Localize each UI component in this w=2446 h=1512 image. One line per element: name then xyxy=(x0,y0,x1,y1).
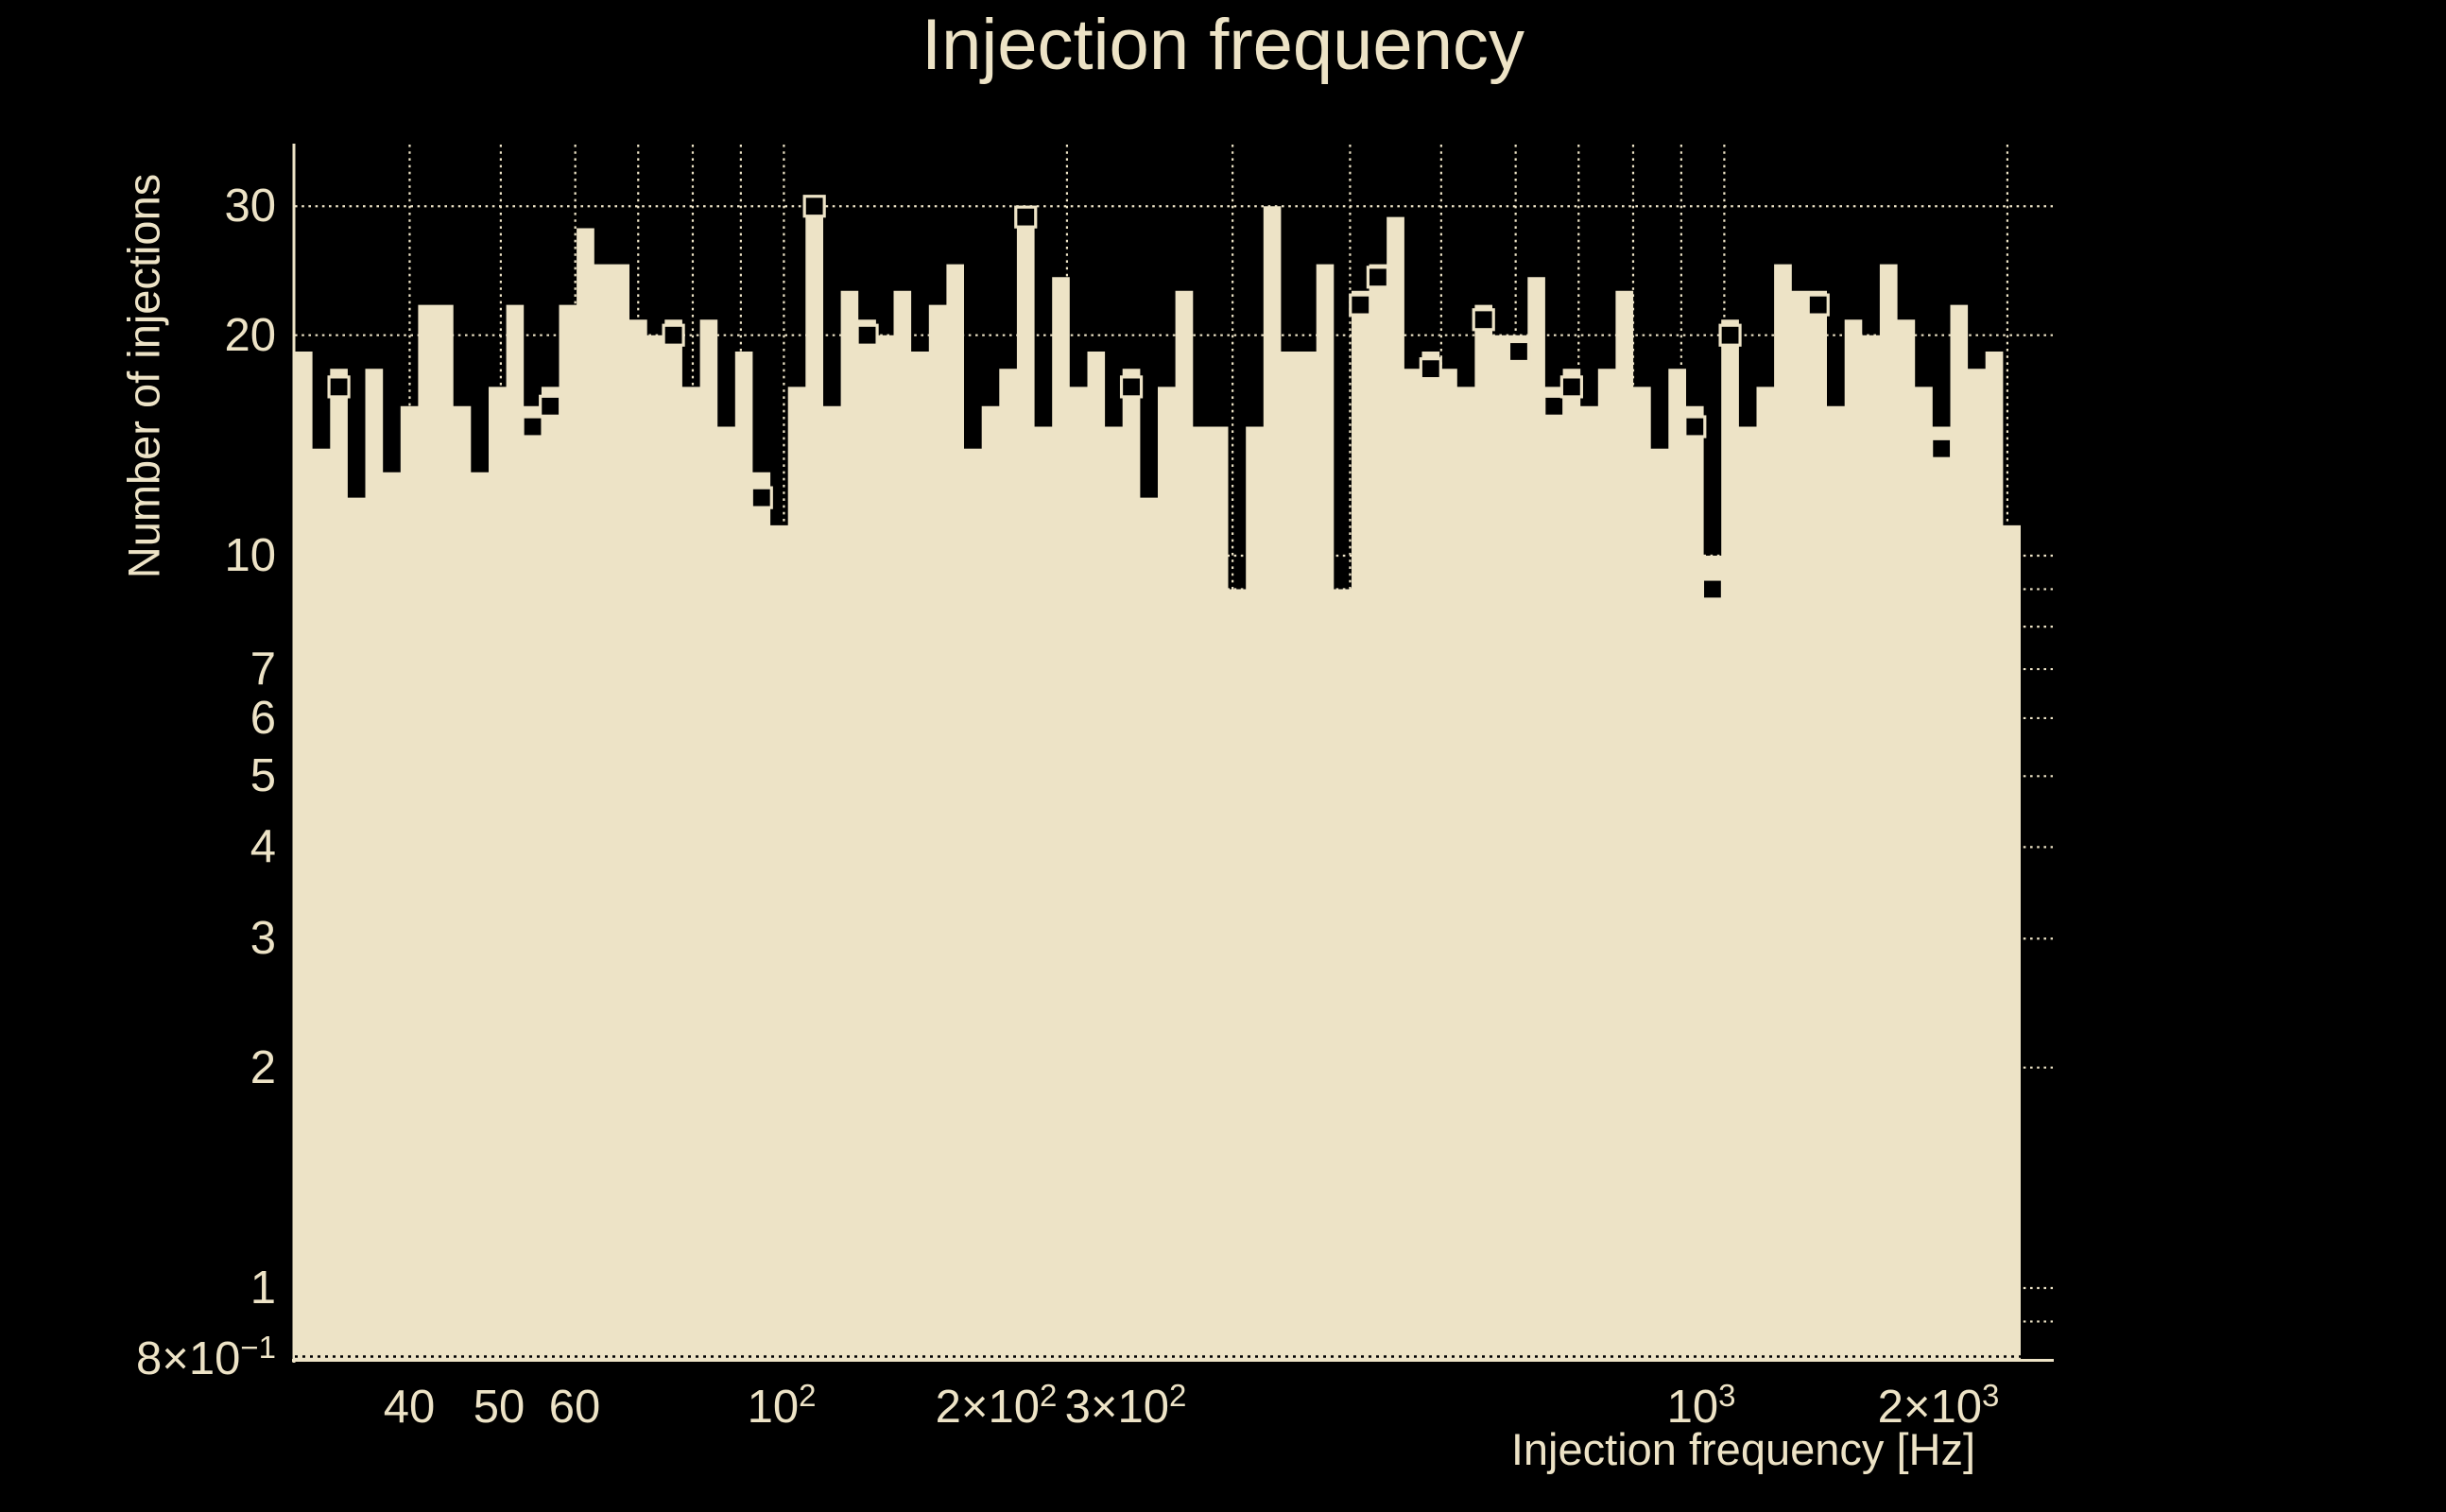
marker-square xyxy=(1507,339,1531,364)
x-tick-label: 3×102 xyxy=(1064,1378,1187,1433)
y-axis-title: Number of injections xyxy=(118,173,169,579)
marker-square xyxy=(662,323,685,347)
marker-square xyxy=(1542,394,1566,418)
tick-exponent: 2 xyxy=(799,1378,817,1413)
x-tick-label: 2×103 xyxy=(1877,1378,2000,1433)
marker-square xyxy=(539,394,562,418)
marker-square xyxy=(855,323,879,347)
y-tick-label: 30 xyxy=(224,180,276,232)
axes-frame xyxy=(292,144,2054,1363)
tick-exponent: −1 xyxy=(240,1330,276,1366)
y-tick-label: 6 xyxy=(250,692,276,744)
x-axis-title: Injection frequency [Hz] xyxy=(1510,1424,1975,1474)
marker-square xyxy=(1419,357,1442,381)
y-tick-label: 7 xyxy=(250,644,276,696)
x-tick-label: 102 xyxy=(747,1378,817,1433)
marker-square xyxy=(1366,266,1390,289)
marker-square xyxy=(327,375,351,399)
marker-squares xyxy=(327,195,1954,601)
y-tick-label: 8×10−1 xyxy=(136,1330,276,1385)
marker-square xyxy=(1718,323,1742,347)
y-tick-label: 10 xyxy=(224,530,276,581)
histogram-fill xyxy=(295,196,2021,1363)
marker-square xyxy=(1119,375,1144,399)
histogram-bars xyxy=(295,196,2021,1363)
marker-square xyxy=(1806,293,1830,317)
x-tick-label: 50 xyxy=(473,1382,525,1433)
marker-square xyxy=(1559,375,1583,399)
chart-title: Injection frequency xyxy=(922,5,1524,85)
tick-exponent: 2 xyxy=(1169,1378,1187,1413)
y-tick-label: 2 xyxy=(250,1041,276,1093)
y-tick-label: 1 xyxy=(250,1263,276,1314)
marker-square xyxy=(1683,415,1707,438)
marker-square xyxy=(1930,437,1954,460)
y-tick-label: 3 xyxy=(250,913,276,965)
y-tick-label: 20 xyxy=(224,309,276,361)
marker-square xyxy=(1349,293,1372,317)
y-tick-label: 5 xyxy=(250,750,276,802)
y-tick-label: 4 xyxy=(250,821,276,873)
marker-square xyxy=(749,486,773,509)
x-tick-label: 40 xyxy=(383,1382,436,1433)
tick-exponent: 3 xyxy=(1718,1378,1736,1413)
marker-square xyxy=(521,415,544,438)
marker-square xyxy=(1700,577,1725,601)
marker-square xyxy=(802,195,826,218)
x-tick-label: 103 xyxy=(1666,1378,1736,1433)
marker-square xyxy=(1014,205,1038,229)
x-tick-label: 2×102 xyxy=(935,1378,1058,1433)
x-tick-label: 60 xyxy=(548,1382,601,1433)
tick-exponent: 2 xyxy=(1040,1378,1058,1413)
marker-square xyxy=(1472,308,1495,332)
tick-exponent: 3 xyxy=(1982,1378,2000,1413)
